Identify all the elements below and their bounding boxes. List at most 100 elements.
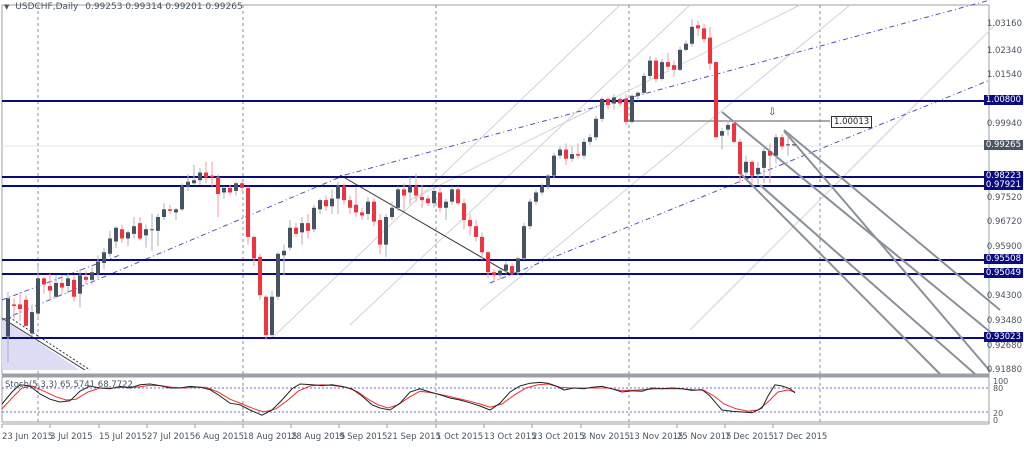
price-tick-label: 0.92680 xyxy=(986,341,1022,351)
candle-body xyxy=(516,258,520,273)
candle-body xyxy=(528,201,532,227)
candle-body xyxy=(360,212,364,216)
candle-body xyxy=(12,304,16,306)
trend-line xyxy=(339,174,513,276)
candle-body xyxy=(558,149,562,156)
candle-body xyxy=(378,220,382,245)
candle-body xyxy=(222,187,226,193)
candle-body xyxy=(60,282,64,288)
symbol-label: USDCHF,Daily xyxy=(15,2,79,12)
candle-body xyxy=(138,223,142,239)
date-tick-label: 6 Aug 2015 xyxy=(195,432,245,442)
current-price-tag: 0.99265 xyxy=(983,140,1023,150)
trend-line xyxy=(1,317,86,371)
candle-body xyxy=(648,60,652,76)
pitchfork-line xyxy=(739,172,941,375)
candle-body xyxy=(198,172,202,181)
candle-body xyxy=(174,209,178,213)
candle-body xyxy=(6,298,10,337)
candle-body xyxy=(732,123,736,142)
candle-body xyxy=(546,175,550,187)
candle-body xyxy=(258,256,262,296)
date-tick-label: 17 Dec 2015 xyxy=(773,432,828,442)
candle-body xyxy=(18,304,22,310)
candle-body xyxy=(774,137,778,156)
main-plot-frame xyxy=(1,4,990,375)
candle-body xyxy=(564,149,568,159)
candle-body xyxy=(366,201,370,214)
price-tick-label: 1.01540 xyxy=(986,70,1022,80)
candle-body xyxy=(384,216,388,245)
channel-line xyxy=(344,0,991,176)
candle-body xyxy=(312,207,316,230)
price-tick-label: 0.91880 xyxy=(986,365,1022,375)
candle-body xyxy=(84,276,88,280)
trend-line xyxy=(5,314,91,371)
candle-body xyxy=(276,253,280,297)
candle-body xyxy=(522,226,526,259)
candle-body xyxy=(420,197,424,201)
date-tick-label: 18 Aug 2015 xyxy=(243,432,298,442)
candle-body xyxy=(786,144,790,146)
date-tick-label: 1 Oct 2015 xyxy=(436,432,484,442)
candle-body xyxy=(666,62,670,67)
candle-body xyxy=(72,279,76,297)
level-price-tag: 0.98223 xyxy=(983,171,1023,181)
candle-body xyxy=(108,238,112,254)
level-price-tag: 1.00800 xyxy=(983,95,1023,105)
candle-body xyxy=(534,192,538,202)
candle-body xyxy=(252,236,256,259)
candle-body xyxy=(96,261,100,274)
trend-line xyxy=(409,4,801,201)
level-price-tag: 0.97921 xyxy=(983,180,1023,190)
candle-body xyxy=(78,275,82,294)
candle-body xyxy=(450,189,454,202)
trend-line xyxy=(269,4,621,341)
candle-body xyxy=(186,181,190,187)
candle-body xyxy=(684,43,688,50)
candle-body xyxy=(372,201,376,222)
candle-body xyxy=(318,200,322,210)
candle-body xyxy=(150,229,154,231)
candle-body xyxy=(588,137,592,142)
candle-body xyxy=(456,189,460,204)
candle-body xyxy=(444,201,448,208)
candle-body xyxy=(696,25,700,29)
price-tick-label: 0.97520 xyxy=(986,193,1022,203)
candle-body xyxy=(426,198,430,204)
candle-body xyxy=(690,26,694,44)
candle-body xyxy=(168,209,172,211)
pitchfork-line xyxy=(759,184,976,375)
date-tick-label: 27 Jul 2015 xyxy=(147,432,196,442)
candle-body xyxy=(132,226,136,234)
candle-body xyxy=(114,227,118,242)
channel-line xyxy=(1,254,121,301)
price-annotation-box[interactable]: 1.00013 xyxy=(831,116,873,128)
down-arrow-icon: ⇩ xyxy=(768,107,777,118)
candle-body xyxy=(750,161,754,176)
pitchfork-line xyxy=(721,111,1001,341)
date-tick-label: 13 Nov 2015 xyxy=(629,432,684,442)
stoch-main-line xyxy=(1,381,796,416)
triangle-down-icon[interactable]: ▼ xyxy=(4,3,10,11)
trend-line xyxy=(689,19,1001,331)
candle-body xyxy=(654,60,658,79)
candle-body xyxy=(156,216,160,231)
candle-body xyxy=(462,203,466,221)
candle-body xyxy=(396,189,400,208)
candle-body xyxy=(120,229,124,239)
candle-body xyxy=(468,220,472,227)
candle-body xyxy=(678,49,682,70)
candle-body xyxy=(762,151,766,168)
candle-body xyxy=(618,98,622,104)
date-tick-label: 21 Sep 2015 xyxy=(387,432,441,442)
candle-body xyxy=(756,167,760,175)
candle-body xyxy=(510,266,514,274)
shaded-triangle xyxy=(2,318,80,370)
candle-body xyxy=(630,95,634,122)
candle-body xyxy=(576,154,580,156)
candle-body xyxy=(624,98,628,122)
candle-body xyxy=(720,131,724,136)
